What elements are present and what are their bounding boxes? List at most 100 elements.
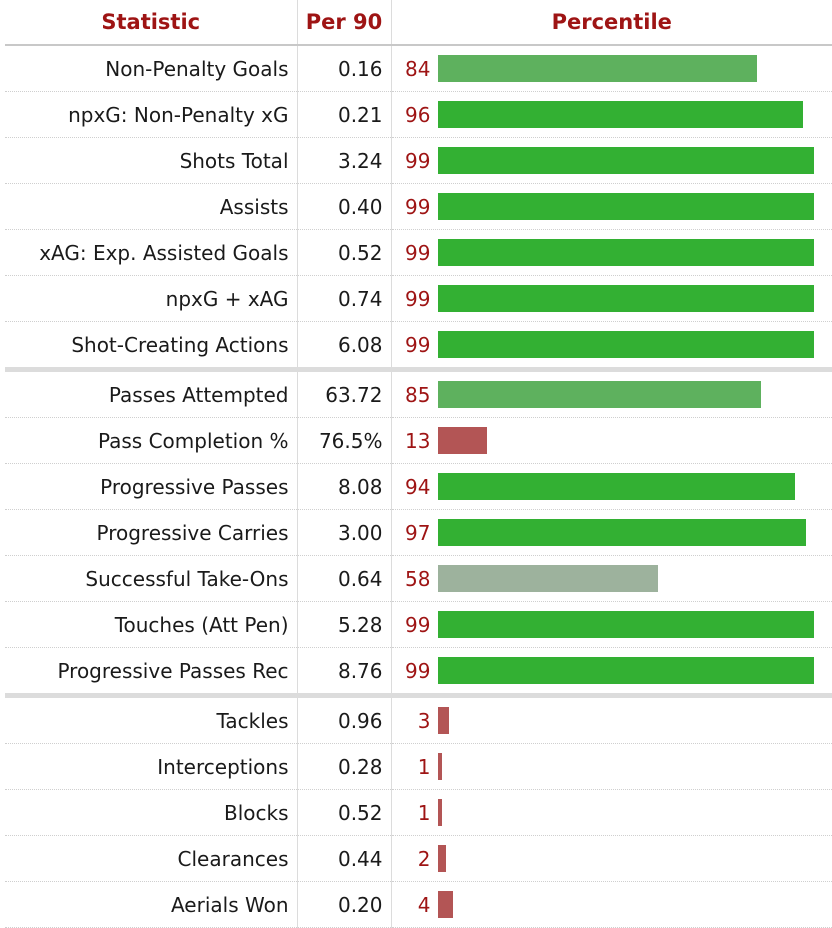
percentile-bar <box>437 331 814 358</box>
percentile-cell: 99 <box>391 647 832 698</box>
percentile-bar <box>437 381 761 408</box>
percentile-cell: 94 <box>391 463 832 510</box>
percentile-bar-track <box>437 611 814 638</box>
stat-name: Pass Completion % <box>5 417 298 464</box>
percentile-bar <box>437 147 814 174</box>
stat-name: npxG + xAG <box>5 275 298 322</box>
percentile-bar-track <box>437 657 814 684</box>
percentile-bar <box>437 891 453 918</box>
percentile-cell: 1 <box>391 789 832 836</box>
percentile-bar-track <box>437 845 814 872</box>
percentile-value: 99 <box>405 148 431 173</box>
stat-row: Assists 0.40 99 <box>5 183 832 230</box>
percentile-cell: 96 <box>391 91 832 138</box>
percentile-bar <box>437 611 814 638</box>
percentile-bar <box>437 473 795 500</box>
per90-value: 76.5% <box>297 417 392 464</box>
percentile-value: 3 <box>417 708 431 733</box>
stat-row: npxG + xAG 0.74 99 <box>5 275 832 322</box>
percentile-value: 2 <box>417 846 431 871</box>
percentile-bar-track <box>437 239 814 266</box>
percentile-value: 99 <box>405 286 431 311</box>
percentile-cell: 1 <box>391 743 832 790</box>
stat-row: Aerials Won 0.20 4 <box>5 881 832 928</box>
stat-name: Assists <box>5 183 298 230</box>
per90-column-header[interactable]: Per 90 <box>297 0 392 46</box>
stat-name: Progressive Carries <box>5 509 298 556</box>
stat-name: Shots Total <box>5 137 298 184</box>
stat-row: Successful Take-Ons 0.64 58 <box>5 555 832 602</box>
stat-name: npxG: Non-Penalty xG <box>5 91 298 138</box>
stat-name: Aerials Won <box>5 881 298 928</box>
stat-name: Progressive Passes <box>5 463 298 510</box>
stat-row: Blocks 0.52 1 <box>5 789 832 836</box>
percentile-bar <box>437 101 803 128</box>
stat-name: Blocks <box>5 789 298 836</box>
percentile-value: 99 <box>405 332 431 357</box>
percentile-bar <box>437 707 449 734</box>
percentile-value: 94 <box>405 474 431 499</box>
percentile-value: 96 <box>405 102 431 127</box>
percentile-bar-track <box>437 707 814 734</box>
percentile-bar-track <box>437 427 814 454</box>
per90-value: 8.08 <box>297 463 392 510</box>
stat-name: Successful Take-Ons <box>5 555 298 602</box>
stat-row: Touches (Att Pen) 5.28 99 <box>5 601 832 648</box>
percentile-cell: 2 <box>391 835 832 882</box>
stat-row: npxG: Non-Penalty xG 0.21 96 <box>5 91 832 138</box>
stat-name: Tackles <box>5 695 298 744</box>
statistic-column-header[interactable]: Statistic <box>5 0 298 46</box>
per90-value: 0.52 <box>297 229 392 276</box>
percentile-bar-track <box>437 473 814 500</box>
percentile-column-header[interactable]: Percentile <box>391 0 832 46</box>
percentile-cell: 4 <box>391 881 832 928</box>
percentile-cell: 3 <box>391 695 832 744</box>
percentile-value: 85 <box>405 382 431 407</box>
percentile-cell: 99 <box>391 275 832 322</box>
stat-name: Clearances <box>5 835 298 882</box>
stat-row: Clearances 0.44 2 <box>5 835 832 882</box>
percentile-bar-track <box>437 565 814 592</box>
percentile-value: 4 <box>417 892 431 917</box>
stat-row: Progressive Passes Rec 8.76 99 <box>5 647 832 698</box>
percentile-bar-track <box>437 193 814 220</box>
percentile-bar <box>437 845 446 872</box>
stat-name: Touches (Att Pen) <box>5 601 298 648</box>
percentile-bar-track <box>437 101 814 128</box>
percentile-bar-track <box>437 381 814 408</box>
per90-value: 0.40 <box>297 183 392 230</box>
percentile-bar-track <box>437 519 814 546</box>
per90-value: 0.20 <box>297 881 392 928</box>
percentile-bar <box>437 565 658 592</box>
percentile-value: 97 <box>405 520 431 545</box>
percentile-value: 99 <box>405 658 431 683</box>
percentile-cell: 99 <box>391 137 832 184</box>
percentile-cell: 97 <box>391 509 832 556</box>
percentile-bar <box>437 657 814 684</box>
percentile-value: 13 <box>405 428 431 453</box>
percentile-bar-track <box>437 285 814 312</box>
percentile-cell: 99 <box>391 321 832 372</box>
stats-body: Non-Penalty Goals 0.16 84 npxG: Non-Penalty… <box>5 45 832 928</box>
stat-name: Shot-Creating Actions <box>5 321 298 372</box>
per90-value: 63.72 <box>297 369 392 418</box>
per90-value: 6.08 <box>297 321 392 372</box>
percentile-value: 99 <box>405 194 431 219</box>
per90-value: 0.28 <box>297 743 392 790</box>
stat-name: Non-Penalty Goals <box>5 45 298 92</box>
per90-value: 3.24 <box>297 137 392 184</box>
percentile-value: 1 <box>417 754 431 779</box>
percentile-bar-track <box>437 799 814 826</box>
percentile-cell: 99 <box>391 183 832 230</box>
percentile-value: 1 <box>417 800 431 825</box>
percentile-cell: 99 <box>391 601 832 648</box>
stat-row: Tackles 0.96 3 <box>5 695 832 744</box>
per90-value: 0.74 <box>297 275 392 322</box>
percentile-bar <box>437 55 757 82</box>
header-row: Statistic Per 90 Percentile <box>5 0 832 46</box>
stat-row: Shot-Creating Actions 6.08 99 <box>5 321 832 372</box>
per90-value: 8.76 <box>297 647 392 698</box>
stat-row: Non-Penalty Goals 0.16 84 <box>5 45 832 92</box>
scouting-report-table: Statistic Per 90 Percentile Non-Penalty … <box>5 0 832 928</box>
stat-name: Passes Attempted <box>5 369 298 418</box>
